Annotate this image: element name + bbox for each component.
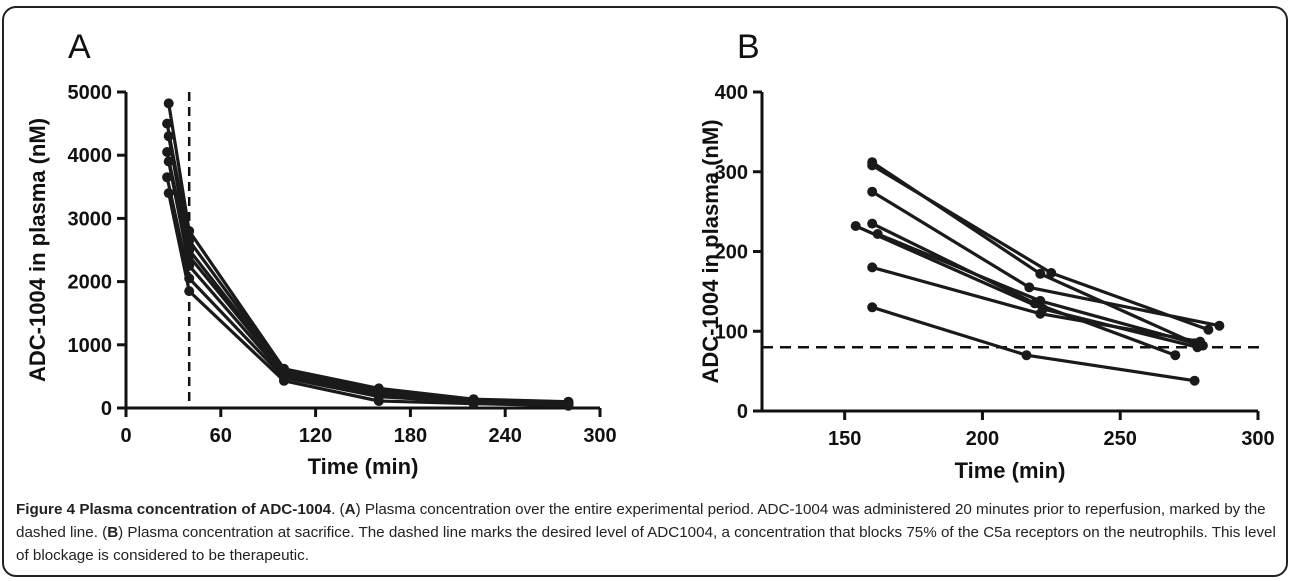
panel-b-y-tick-label: 200: [715, 242, 748, 264]
panel-a-data-point: [279, 375, 289, 386]
panel-a-data-point: [163, 131, 174, 142]
panel-b-data-point: [1021, 350, 1032, 361]
panel-b-data-point: [850, 221, 861, 231]
panel-b-y-tick-label: 0: [737, 401, 748, 423]
panel-b-data-point: [1024, 282, 1035, 293]
panel-a-series-line: [167, 192, 569, 408]
panel-a-y-tick-label: 1000: [68, 335, 113, 357]
panel-b-data-point: [1170, 350, 1181, 361]
panel-b-data-point: [867, 160, 878, 171]
panel-a-data-point: [162, 172, 173, 183]
panel-b-x-tick-label: 200: [966, 428, 999, 450]
panel-b-data-point: [1046, 268, 1057, 278]
panel-a-x-tick-label: 120: [299, 425, 332, 447]
panel-a-x-tick-label: 0: [120, 425, 131, 447]
caption-part: . (: [331, 501, 345, 518]
panel-a-data-point: [163, 98, 174, 109]
panel-a-series-line: [167, 161, 569, 406]
panel-b-data-point: [872, 229, 883, 239]
panel-b-data-point: [1035, 268, 1046, 279]
panel-a-x-tick-label: 240: [489, 425, 522, 447]
panel-b-data-point: [1203, 324, 1214, 335]
panel-b-y-tick-label: 400: [715, 82, 748, 104]
panel-a-y-axis-label: ADC-1004 in plasma (nM): [25, 118, 50, 382]
caption-body: . (A) Plasma concentration over the enti…: [16, 501, 1276, 564]
panel-a-series-line: [167, 103, 569, 404]
panel-a-series-line: [165, 123, 569, 404]
panel-b-label: B: [737, 28, 760, 66]
caption-part: A: [344, 501, 356, 518]
panel-b-data-point: [867, 302, 878, 313]
panel-b-y-tick-label: 100: [715, 321, 748, 343]
panel-a-x-axis-label: Time (min): [308, 454, 419, 479]
panel-a-data-point: [163, 188, 174, 199]
panel-b-data-point: [1189, 375, 1200, 386]
panel-b-y-tick-label: 300: [715, 162, 748, 184]
panel-b-data-point: [867, 262, 878, 273]
panel-b-data-point: [1035, 295, 1046, 306]
panel-a-data-point: [563, 400, 574, 411]
panel-a-data-point: [468, 398, 479, 409]
panel-a-data-point: [162, 147, 173, 157]
caption-part: B: [107, 524, 119, 541]
panel-b-y-axis-label: ADC-1004 in plasma (nM): [698, 119, 723, 383]
panel-b-data-point: [867, 186, 878, 197]
panel-a-x-tick-label: 180: [394, 425, 427, 447]
panel-b-x-tick-label: 300: [1241, 428, 1274, 450]
panel-b-data-point: [1214, 320, 1225, 331]
caption-part: ) Plasma concentration at sacrifice. The…: [16, 524, 1276, 564]
panel-a-x-tick-label: 60: [210, 425, 232, 447]
panel-a-y-tick-label: 5000: [68, 82, 113, 104]
panel-a-x-tick-label: 300: [583, 425, 616, 447]
panel-a-y-tick-label: 4000: [68, 145, 113, 167]
panel-b-x-axis-label: Time (min): [955, 458, 1066, 483]
panel-a-data-point: [373, 396, 384, 406]
panel-a-series-line: [167, 135, 569, 405]
panel-a-label: A: [68, 28, 91, 66]
caption-label: Figure 4: [16, 501, 76, 518]
panel-b-data-point: [1035, 308, 1046, 319]
panel-b-x-tick-label: 150: [828, 428, 861, 450]
figure-caption: Figure 4 Plasma concentration of ADC-100…: [16, 498, 1278, 567]
panel-b-x-tick-label: 250: [1104, 428, 1137, 450]
panel-a-y-tick-label: 3000: [68, 208, 113, 230]
panel-b-series-line: [871, 222, 1176, 357]
panel-a-data-point: [184, 286, 195, 297]
panel-a-series-line: [165, 151, 569, 406]
panel-a-data-point: [162, 118, 173, 129]
caption-part: ) Plasma concentration over the entire e…: [16, 501, 1266, 541]
panel-a-y-tick-label: 2000: [68, 272, 113, 294]
panel-a-data-point: [163, 156, 174, 167]
panel-a-y-tick-label: 0: [101, 398, 112, 420]
panel-b-data-point: [1195, 336, 1206, 347]
caption-title: Plasma concentration of ADC-1004: [79, 501, 332, 518]
panel-b-data-point: [867, 218, 878, 229]
